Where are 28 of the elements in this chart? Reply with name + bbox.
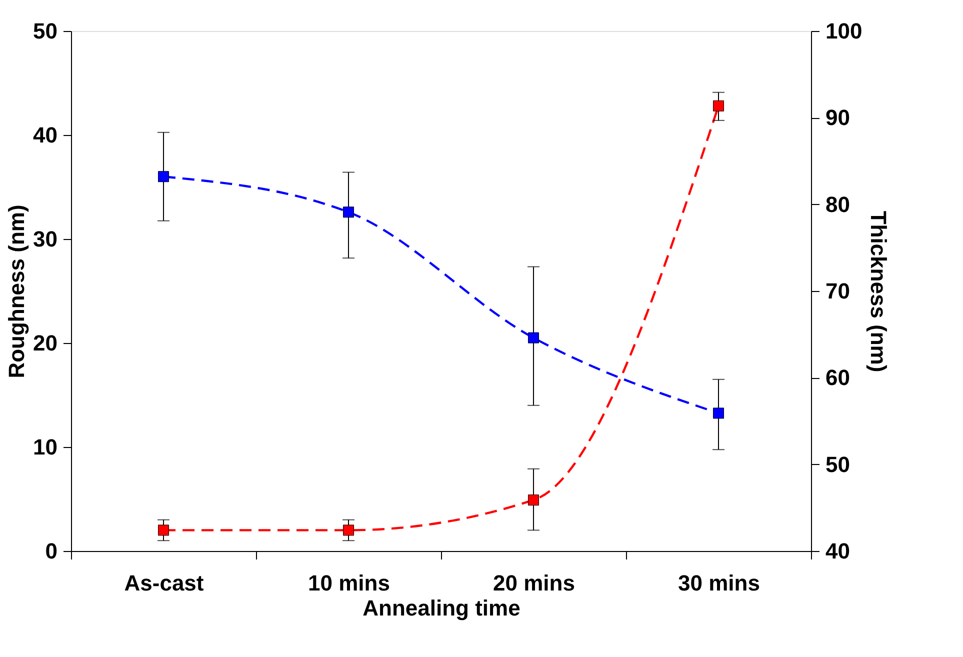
point bbox=[713, 408, 724, 419]
y2-tick-label: 40 bbox=[826, 538, 850, 564]
y-tick-label: 0 bbox=[45, 538, 58, 564]
point bbox=[158, 171, 169, 182]
point bbox=[343, 206, 354, 218]
point bbox=[528, 494, 539, 506]
point bbox=[713, 100, 724, 112]
y-tick-label: 10 bbox=[33, 434, 58, 460]
y2-tick-label: 90 bbox=[826, 105, 850, 130]
point bbox=[343, 524, 354, 536]
x-tick-label: 20 mins bbox=[493, 570, 575, 596]
y2-tick-label: 80 bbox=[826, 192, 850, 217]
y-tick-label: 40 bbox=[33, 122, 58, 148]
x-axis-title: Annealing time bbox=[362, 596, 520, 620]
y2-axis-title: Thickness (nm) bbox=[866, 210, 892, 372]
y-axis-title: Roughness (nm) bbox=[4, 204, 30, 378]
point bbox=[158, 524, 169, 536]
x-tick-label: 10 mins bbox=[308, 570, 390, 596]
y2-tick-label: 70 bbox=[826, 278, 850, 304]
y2-tick-label: 60 bbox=[826, 365, 850, 390]
x-tick-label: 30 mins bbox=[678, 570, 760, 596]
point bbox=[528, 332, 539, 344]
x-tick-label: As-cast bbox=[124, 570, 204, 596]
y2-tick-label: 100 bbox=[826, 18, 862, 44]
y-tick-label: 20 bbox=[33, 330, 58, 356]
y-tick-label: 50 bbox=[33, 18, 58, 44]
y-tick-label: 30 bbox=[33, 226, 58, 252]
y2-tick-label: 50 bbox=[826, 452, 850, 477]
